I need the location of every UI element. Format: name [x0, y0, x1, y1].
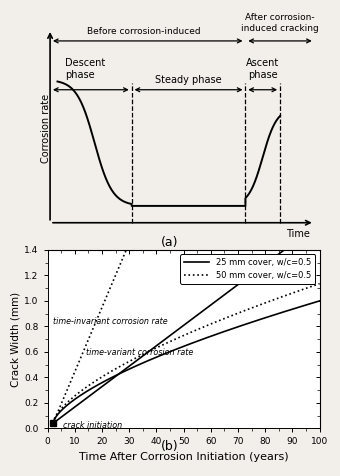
Text: Ascent
phase: Ascent phase [246, 58, 279, 79]
Text: Descent
phase: Descent phase [65, 58, 105, 79]
50 mm cover, w/c=0.5 [59, 400, 64, 406]
25 mm cover, w/c=0.5 [178, 325, 182, 331]
25 mm cover, w/c=0.5 [260, 264, 264, 269]
Line: 25 mm cover, w/c=0.5: 25 mm cover, w/c=0.5 [53, 250, 284, 423]
Line: 50 mm cover, w/c=0.5: 50 mm cover, w/c=0.5 [53, 250, 126, 423]
25 mm cover, w/c=0.5 [171, 331, 175, 337]
Legend: 25 mm cover, w/c=0.5, 50 mm cover, w/c=0.5: 25 mm cover, w/c=0.5, 50 mm cover, w/c=0… [180, 254, 316, 284]
Text: time-variant corrosion rate: time-variant corrosion rate [86, 348, 193, 357]
Text: Time: Time [286, 229, 310, 239]
25 mm cover, w/c=0.5 [59, 414, 64, 420]
Y-axis label: Crack Width (mm): Crack Width (mm) [10, 292, 20, 387]
Text: Corrosion rate: Corrosion rate [40, 94, 51, 163]
X-axis label: Time After Corrosion Initiation (years): Time After Corrosion Initiation (years) [79, 452, 288, 462]
Text: After corrosion-
induced cracking: After corrosion- induced cracking [241, 13, 319, 32]
Text: Before corrosion-induced: Before corrosion-induced [87, 27, 201, 36]
Text: (b): (b) [161, 440, 179, 453]
Text: (a): (a) [161, 236, 179, 248]
Text: Steady phase: Steady phase [155, 75, 222, 85]
Text: crack initiation: crack initiation [63, 421, 122, 430]
Text: time-invariant corrosion rate: time-invariant corrosion rate [53, 317, 168, 327]
